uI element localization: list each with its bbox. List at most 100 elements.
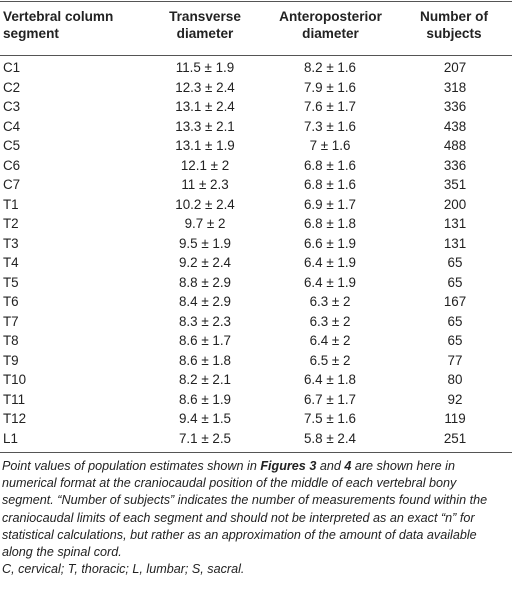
table-cell: C1 xyxy=(3,60,21,75)
table-cell: 336 xyxy=(443,99,467,114)
table-cell: T3 xyxy=(3,235,19,251)
rule xyxy=(0,452,512,453)
table-cell: 11 ± 2.3 xyxy=(181,177,229,192)
table-cell: 200 xyxy=(443,196,467,212)
table-cell: 6.6 ± 1.9 xyxy=(303,235,357,251)
table-cell: 8.3 ± 2.3 xyxy=(178,313,232,329)
footnote-text: Point values of population estimates sho… xyxy=(2,459,261,473)
table-cell: 251 xyxy=(443,430,467,446)
table-cell: 6.8 ± 1.8 xyxy=(303,216,357,231)
table-cell: T9 xyxy=(3,352,19,368)
table-cell: 7.9 ± 1.6 xyxy=(303,79,357,95)
header-cell: Vertebral column segment xyxy=(3,9,114,41)
table-cell: T1 xyxy=(3,196,19,212)
table-cell: 9.7 ± 2 xyxy=(184,216,226,231)
table-row: T6 8.4 ± 2.9 6.3 ± 2 167 xyxy=(0,292,512,312)
table-cell: C2 xyxy=(3,79,21,95)
footnote-text: and xyxy=(316,459,345,473)
table-cell: C4 xyxy=(3,118,21,134)
table-cell: 438 xyxy=(443,118,467,134)
table-cell: 6.8 ± 1.6 xyxy=(303,177,357,192)
table-cell: 6.4 ± 2 xyxy=(309,333,351,348)
footnote: Point values of population estimates sho… xyxy=(2,458,502,578)
table-cell: 6.4 ± 1.9 xyxy=(303,255,357,270)
table-cell: 6.8 ± 1.6 xyxy=(303,157,357,173)
table-cell: 8.2 ± 1.6 xyxy=(303,60,357,75)
table-cell: 7.3 ± 1.6 xyxy=(303,118,357,134)
table-row: C6 12.1 ± 2 6.8 ± 1.6 336 xyxy=(0,156,512,176)
table-cell: 7 ± 1.6 xyxy=(309,138,351,153)
table-row: T1 10.2 ± 2.4 6.9 ± 1.7 200 xyxy=(0,195,512,215)
table-cell: 6.7 ± 1.7 xyxy=(303,391,357,407)
table-cell: 9.4 ± 1.5 xyxy=(178,411,232,426)
table-row: T9 8.6 ± 1.8 6.5 ± 2 77 xyxy=(0,351,512,371)
table-row: C4 13.3 ± 2.1 7.3 ± 1.6 438 xyxy=(0,117,512,137)
table-row: T8 8.6 ± 1.7 6.4 ± 2 65 xyxy=(0,331,512,351)
table-cell: 6.5 ± 2 xyxy=(309,352,351,368)
rule xyxy=(0,55,512,56)
table-cell: 65 xyxy=(447,333,463,348)
table-cell: 6.3 ± 2 xyxy=(309,294,351,309)
table-cell: 318 xyxy=(443,79,467,95)
table-cell: 11.5 ± 1.9 xyxy=(175,60,235,75)
table-cell: 336 xyxy=(443,157,467,173)
table-cell: 167 xyxy=(443,294,467,309)
table-row: T11 8.6 ± 1.9 6.7 ± 1.7 92 xyxy=(0,390,512,410)
table-cell: T5 xyxy=(3,274,19,290)
table-cell: 6.3 ± 2 xyxy=(309,313,351,329)
table-cell: 8.6 ± 1.7 xyxy=(178,333,232,348)
table-cell: C3 xyxy=(3,99,21,114)
table-cell: 207 xyxy=(443,60,467,75)
table-cell: 488 xyxy=(443,138,467,153)
table-cell: 65 xyxy=(447,274,463,290)
footnote-text: are shown here in numerical format at th… xyxy=(2,459,488,560)
table-cell: 6.4 ± 1.9 xyxy=(303,274,357,290)
table-cell: T2 xyxy=(3,216,19,231)
header-cell: Anteroposterior diameter xyxy=(279,9,382,41)
figure-ref: Figures 3 xyxy=(260,459,317,473)
table-row: T12 9.4 ± 1.5 7.5 ± 1.6 119 xyxy=(0,409,512,429)
table-cell: 8.6 ± 1.8 xyxy=(178,352,232,368)
table-cell: T8 xyxy=(3,333,19,348)
table-cell: 119 xyxy=(444,411,466,426)
table-cell: 8.6 ± 1.9 xyxy=(178,391,232,407)
table-cell: 8.4 ± 2.9 xyxy=(178,294,232,309)
table-row: T10 8.2 ± 2.1 6.4 ± 1.8 80 xyxy=(0,370,512,390)
table-cell: L1 xyxy=(3,430,18,446)
table-cell: 8.8 ± 2.9 xyxy=(178,274,232,290)
table-cell: C5 xyxy=(3,138,21,153)
rule xyxy=(0,1,512,2)
table-cell: 131 xyxy=(443,235,467,251)
table-cell: 12.1 ± 2 xyxy=(180,157,230,173)
table-cell: 6.9 ± 1.7 xyxy=(303,196,357,212)
table-cell: 6.4 ± 1.8 xyxy=(303,372,357,387)
table-cell: 13.1 ± 2.4 xyxy=(175,99,235,114)
table-cell: 9.5 ± 1.9 xyxy=(178,235,232,251)
table-row: C1 11.5 ± 1.9 8.2 ± 1.6 207 xyxy=(0,58,512,78)
table-cell: 10.2 ± 2.4 xyxy=(175,196,235,212)
table-row: C5 13.1 ± 1.9 7 ± 1.6 488 xyxy=(0,136,512,156)
header-cell: Transverse diameter xyxy=(169,9,241,41)
table-cell: 131 xyxy=(443,216,467,231)
table-row: T7 8.3 ± 2.3 6.3 ± 2 65 xyxy=(0,312,512,332)
table-row: C2 12.3 ± 2.4 7.9 ± 1.6 318 xyxy=(0,78,512,98)
table-cell: 13.1 ± 1.9 xyxy=(175,138,235,153)
table-cell: T6 xyxy=(3,294,19,309)
abbreviations: C, cervical; T, thoracic; L, lumbar; S, … xyxy=(2,562,245,577)
table-cell: 7.6 ± 1.7 xyxy=(303,99,357,114)
table-cell: 5.8 ± 2.4 xyxy=(303,430,357,446)
table-cell: 77 xyxy=(447,352,463,368)
table-row: T2 9.7 ± 2 6.8 ± 1.8 131 xyxy=(0,214,512,234)
table-cell: 12.3 ± 2.4 xyxy=(175,79,235,95)
table-cell: 8.2 ± 2.1 xyxy=(178,372,232,387)
table-row: T5 8.8 ± 2.9 6.4 ± 1.9 65 xyxy=(0,273,512,293)
figure-ref: 4 xyxy=(344,459,352,473)
table-cell: C6 xyxy=(3,157,21,173)
table-cell: 7.5 ± 1.6 xyxy=(303,411,357,426)
table-cell: T7 xyxy=(3,313,19,329)
table-cell: T12 xyxy=(3,411,27,426)
header-cell: Number of subjects xyxy=(420,9,488,41)
table-cell: 13.3 ± 2.1 xyxy=(175,118,235,134)
table-cell: 9.2 ± 2.4 xyxy=(178,255,232,270)
